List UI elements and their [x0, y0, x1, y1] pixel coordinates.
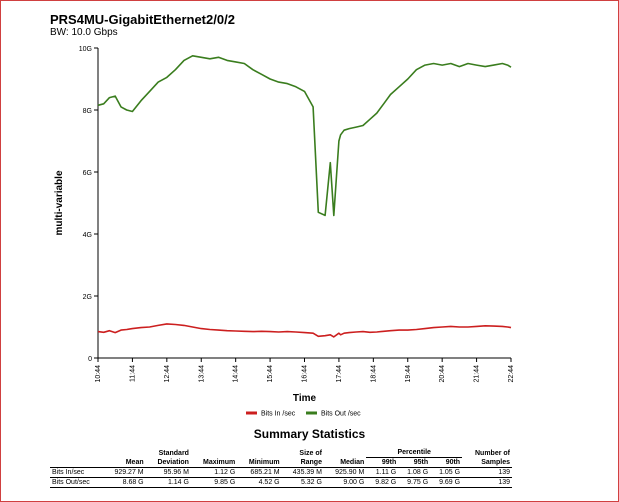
x-tick-label: 22:44 — [508, 365, 515, 383]
std-header-bottom: Deviation — [145, 457, 191, 468]
chart-title: PRS4MU-GigabitEthernet2/0/2 — [50, 12, 235, 27]
min-cell: 685.21 M — [237, 467, 282, 478]
y-axis-label: multi-variable — [54, 170, 65, 235]
summary-statistics-title: Summary Statistics — [253, 427, 366, 441]
legend-label: Bits In /sec — [261, 411, 296, 418]
x-tick-label: 16:44 — [302, 365, 309, 383]
mean-cell: 929.27 M — [103, 467, 146, 478]
min-cell: 4.52 G — [237, 477, 282, 488]
x-tick-label: 20:44 — [439, 365, 446, 383]
range-header-bottom: Range — [281, 457, 324, 468]
p95-header: 95th — [398, 457, 431, 468]
samples-cell: 139 — [462, 467, 512, 478]
row-label: Bits In/sec — [50, 467, 104, 478]
percentile-header: Percentile — [366, 448, 463, 458]
median-cell: 925.90 M — [323, 467, 367, 478]
x-axis-label: Time — [293, 393, 317, 404]
samples-header-bottom: Samples — [462, 457, 512, 468]
range-cell: 435.39 M — [281, 467, 324, 478]
std-header-top: Standard — [158, 449, 189, 457]
stats-row-bits-in: Bits In/sec 929.27 M 95.96 M 1.12 G 685.… — [50, 467, 512, 478]
x-tick-label: 18:44 — [370, 365, 377, 383]
mean-cell: 8.68 G — [103, 477, 146, 488]
x-tick-label: 13:44 — [198, 365, 205, 383]
max-header: Maximum — [190, 457, 238, 468]
chart-axes: 0 2G 4G 6G 8G 10G 10:44 11:44 12:44 13:44 14:44 15:… — [54, 46, 515, 404]
p95-cell: 1.08 G — [398, 467, 431, 478]
stats-row-bits-out: Bits Out/sec 8.68 G 1.14 G 9.85 G 4.52 G… — [50, 477, 512, 488]
median-cell: 9.00 G — [323, 477, 367, 488]
chart-legend: Bits In /sec Bits Out /sec — [246, 411, 361, 418]
x-tick-label: 15:44 — [267, 365, 274, 383]
p99-header: 99th — [366, 457, 399, 468]
p90-cell: 1.05 G — [430, 467, 463, 478]
chart-series — [97, 54, 512, 338]
line-chart: 0 2G 4G 6G 8G 10G 10:44 11:44 12:44 13:44 14:44 15:… — [54, 46, 515, 418]
p99-cell: 1.11 G — [366, 467, 399, 478]
p95-cell: 9.75 G — [398, 477, 431, 488]
p90-cell: 9.69 G — [430, 477, 463, 488]
series-line-bits-out — [97, 54, 512, 217]
x-tick-label: 11:44 — [129, 365, 136, 382]
stats-header-row-2: Mean Deviation Maximum Minimum Range Med… — [50, 457, 512, 468]
legend-label: Bits Out /sec — [321, 411, 361, 418]
y-tick-label: 10G — [79, 46, 92, 53]
max-cell: 1.12 G — [190, 467, 238, 478]
p90-header: 90th — [430, 457, 463, 468]
std-cell: 95.96 M — [145, 467, 191, 478]
samples-cell: 139 — [462, 477, 512, 488]
y-tick-label: 2G — [83, 294, 92, 301]
y-tick-label: 8G — [83, 108, 92, 115]
y-tick-label: 0 — [88, 356, 92, 363]
min-header: Minimum — [237, 457, 282, 468]
x-tick-label: 19:44 — [405, 365, 412, 383]
bandwidth-subtitle: BW: 10.0 Gbps — [50, 27, 118, 38]
row-label: Bits Out/sec — [50, 477, 104, 488]
stats-header-row-1: Standard Size of Percentile Number of — [50, 448, 512, 458]
series-line-bits-in — [97, 323, 512, 338]
y-tick-label: 4G — [83, 232, 92, 239]
std-cell: 1.14 G — [145, 477, 191, 488]
range-header-top: Size of — [299, 449, 322, 457]
p99-cell: 9.82 G — [366, 477, 399, 488]
x-tick-label: 14:44 — [233, 365, 240, 383]
x-tick-label: 12:44 — [164, 365, 171, 383]
x-tick-label: 21:44 — [474, 365, 481, 383]
mean-header: Mean — [103, 457, 146, 468]
max-cell: 9.85 G — [190, 477, 238, 488]
samples-header-top: Number of — [475, 449, 510, 457]
range-cell: 5.32 G — [281, 477, 324, 488]
x-tick-label: 17:44 — [336, 365, 343, 383]
median-header: Median — [323, 457, 367, 468]
y-tick-label: 6G — [83, 170, 92, 177]
summary-statistics-table: Standard Size of Percentile Number of Me… — [50, 448, 512, 488]
x-tick-label: 10:44 — [95, 365, 102, 383]
